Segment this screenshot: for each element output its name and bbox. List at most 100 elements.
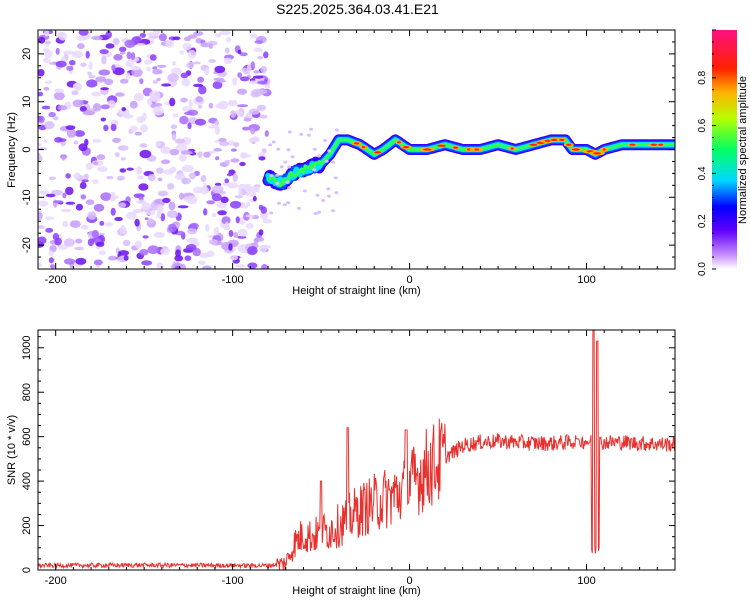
noise-blob [317,154,322,158]
noise-blob [112,67,125,76]
noise-blob [331,209,335,213]
noise-blob [331,160,336,164]
noise-blob [115,152,120,158]
colorbar-tick-label: 0.2 [697,214,708,228]
noise-blob [75,257,87,265]
ridge-hotspot [510,147,514,150]
noise-blob [276,147,281,151]
noise-blob [126,211,137,220]
noise-blob [69,60,76,66]
noise-blob [181,78,191,87]
noise-blob [237,228,248,237]
noise-blob [63,238,75,247]
noise-blob [250,127,256,135]
noise-blob [239,216,246,225]
noise-blob [230,148,237,152]
noise-blob [167,210,179,219]
ridge-hotspot [374,151,382,154]
noise-blob [38,236,47,245]
ridge-hotspot [423,148,432,151]
ridge-hotspot [402,146,410,149]
noise-blob [258,156,266,161]
spec-xlabel: Height of straight line (km) [292,285,420,297]
noise-blob [219,141,230,147]
noise-blob [58,31,67,41]
spec-ytick-label: 0 [21,146,33,152]
noise-blob [57,105,68,111]
noise-blob [224,221,229,230]
noise-blob [208,239,218,245]
noise-blob [269,211,274,215]
noise-blob [179,115,189,125]
noise-blob [240,154,252,158]
noise-blob [43,139,48,143]
noise-blob [54,237,62,246]
noise-blob [198,104,203,109]
ridge-hotspot [437,144,446,147]
noise-blob [211,185,224,193]
noise-blob [197,151,203,158]
noise-blob [83,173,89,180]
noise-blob [73,140,79,145]
noise-blob [317,210,322,214]
noise-blob [246,64,252,73]
noise-blob [61,154,66,161]
noise-blob [130,52,136,61]
snr-xtick-label: -200 [45,575,67,587]
noise-blob [104,78,114,86]
noise-blob [65,201,76,205]
noise-blob [138,183,149,191]
noise-blob [92,138,102,143]
noise-blob [169,166,177,173]
spec-ytick-label: 10 [21,96,33,108]
noise-blob [232,173,238,182]
noise-blob [137,175,145,180]
noise-blob [245,223,254,229]
noise-blob [175,249,181,257]
noise-blob [136,166,143,175]
noise-blob [129,66,142,71]
noise-blob [323,139,327,142]
noise-blob [71,90,79,96]
noise-blob [93,161,99,165]
noise-blob [52,116,59,121]
noise-blob [54,88,65,94]
noise-blob [275,173,280,177]
noise-blob [85,50,90,59]
noise-blob [96,154,106,161]
noise-blob [206,250,215,258]
noise-blob [100,192,112,201]
snr-ytick-label: 1000 [21,336,33,360]
noise-blob [100,117,107,122]
noise-blob [126,51,132,60]
noise-blob [111,64,116,72]
noise-blob [213,148,222,152]
noise-blob [91,91,102,97]
colorbar-tick-label: 0.0 [697,262,708,276]
noise-blob [80,62,87,67]
noise-blob [207,234,214,239]
noise-blob [72,83,80,89]
noise-blob [219,30,231,36]
noise-blob [156,204,164,213]
noise-blob [81,179,89,183]
noise-blob [55,47,60,55]
noise-blob [79,106,87,112]
noise-blob [277,201,281,205]
noise-blob [125,72,131,80]
noise-blob [206,200,216,205]
noise-blob [93,203,105,212]
noise-blob [186,195,198,205]
noise-blob [44,49,53,59]
noise-blob [58,138,67,142]
noise-blob [212,81,223,89]
noise-blob [172,36,181,41]
snr-frame [37,329,676,571]
noise-blob [136,43,146,47]
ridge-hotspot [658,143,664,146]
noise-blob [142,112,147,121]
spec-ytick-label: -10 [21,189,33,205]
noise-blob [74,130,85,137]
noise-blob [186,61,195,69]
